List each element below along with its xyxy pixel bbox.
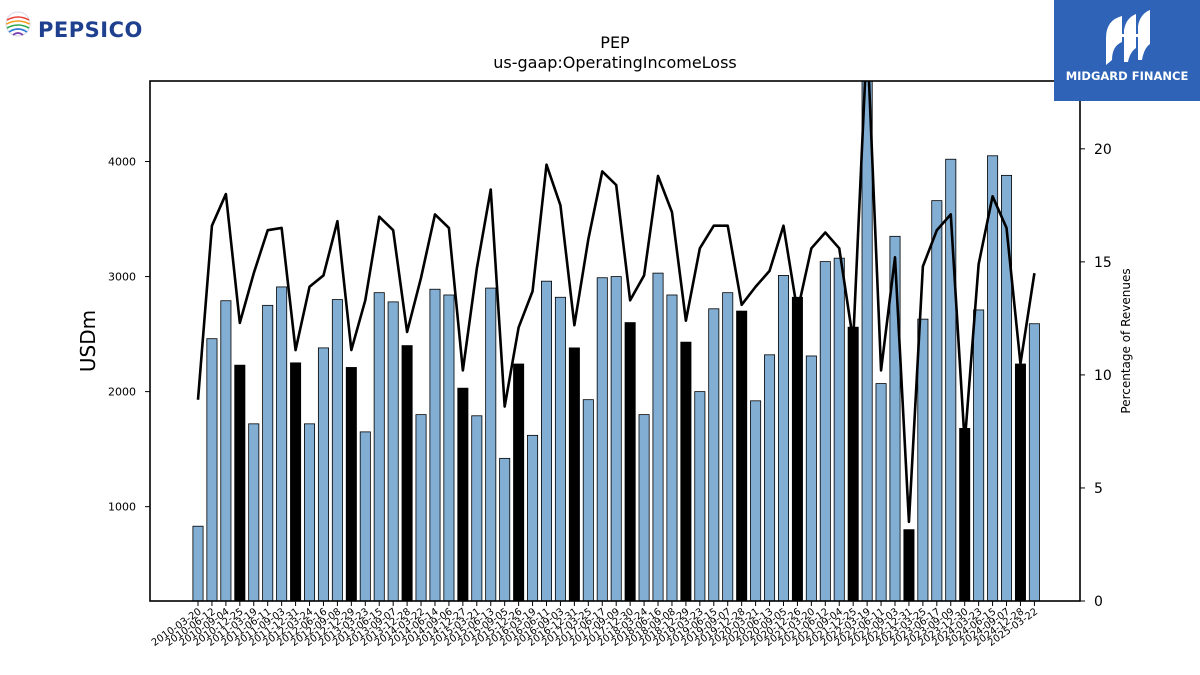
- bar-2013-06-15: [373, 292, 385, 601]
- bar-2016-06-11: [541, 280, 553, 601]
- bar-2019-03-23: [694, 391, 706, 601]
- bar-2019-09-07: [722, 292, 734, 601]
- bar-2010-06-12: [206, 338, 218, 601]
- bar-2021-12-25: [847, 326, 859, 601]
- midgard-emblem-icon: [1106, 10, 1150, 65]
- bar-2024-12-28: [1014, 363, 1026, 601]
- bar-2022-12-31: [903, 529, 915, 601]
- bar-2015-06-13: [485, 287, 497, 601]
- bar-2015-03-21: [471, 415, 483, 601]
- bar-2019-12-28: [736, 310, 748, 601]
- y2-tick-label-15: 15: [1094, 255, 1112, 271]
- bar-2017-09-09: [610, 276, 622, 601]
- bar-2014-06-14: [429, 288, 441, 601]
- pepsico-wordmark: PEPSICO: [38, 18, 143, 42]
- bar-2012-06-16: [317, 347, 329, 601]
- bar-2020-09-05: [777, 275, 789, 601]
- bar-2022-09-03: [889, 235, 901, 601]
- bar-2022-06-11: [875, 383, 887, 601]
- bar-2013-09-07: [387, 301, 399, 601]
- bar-2023-12-30: [959, 428, 971, 601]
- bar-2025-03-22: [1028, 323, 1040, 601]
- y2-tick-label-0: 0: [1094, 594, 1103, 610]
- bar-2024-06-15: [987, 155, 999, 601]
- y2-axis-label: Percentage of Revenues: [1119, 268, 1133, 413]
- bar-2018-06-16: [652, 272, 664, 601]
- bar-2017-03-25: [582, 399, 594, 601]
- y-tick-label-2000: 2000: [108, 386, 136, 399]
- bar-2012-12-29: [345, 367, 357, 601]
- line-percentage-of-revenues: [196, 81, 1036, 524]
- chart-subtitle: us-gaap:OperatingIncomeLoss: [493, 53, 737, 72]
- bar-2020-12-26: [791, 296, 803, 601]
- midgard-wordmark: MIDGARD FINANCE: [1065, 69, 1189, 83]
- bar-2010-12-25: [234, 364, 246, 601]
- pepsico-globe-icon: [5, 11, 31, 37]
- bar-2015-12-26: [513, 363, 525, 601]
- y2-tick-label-10: 10: [1094, 368, 1112, 384]
- bar-2011-12-31: [290, 362, 302, 601]
- bar-2021-03-20: [805, 355, 817, 601]
- bar-2021-09-04: [833, 257, 845, 601]
- bar-2012-03-24: [304, 423, 316, 601]
- line-series: [196, 81, 1036, 524]
- bar-2024-09-07: [1001, 174, 1013, 601]
- pepsico-logo: PEPSICO: [4, 6, 143, 42]
- y-tick-label-1000: 1000: [108, 501, 136, 514]
- bar-2011-06-11: [262, 304, 274, 601]
- y-axis-left: 1000 2000 3000 4000: [108, 156, 150, 514]
- bar-2018-03-24: [638, 414, 650, 601]
- bar-2017-12-30: [624, 322, 636, 601]
- bar-2016-03-19: [527, 434, 539, 601]
- bar-2010-09-04: [220, 300, 232, 601]
- bar-2013-03-23: [359, 431, 371, 601]
- bar-2014-12-27: [457, 387, 469, 601]
- y-tick-label-4000: 4000: [108, 156, 136, 169]
- midgard-finance-logo: MIDGARD FINANCE: [1054, 0, 1200, 101]
- y-tick-label-3000: 3000: [108, 271, 136, 284]
- bar-2020-06-13: [764, 354, 776, 601]
- bar-2020-03-21: [750, 400, 762, 601]
- x-axis: 2010-03-202010-06-122010-09-042010-12-25…: [150, 601, 1040, 649]
- bar-2019-06-15: [708, 308, 720, 601]
- y2-tick-label-20: 20: [1094, 142, 1112, 158]
- bar-2022-03-19: [861, 81, 873, 601]
- bar-2023-06-17: [931, 200, 943, 601]
- bar-2013-12-28: [401, 345, 413, 601]
- bar-2018-12-29: [680, 341, 692, 601]
- bar-2016-09-03: [554, 296, 566, 601]
- y2-tick-label-5: 5: [1094, 481, 1103, 497]
- bar-2021-06-12: [819, 261, 831, 601]
- bar-2014-03-22: [415, 414, 427, 601]
- bar-2018-09-08: [666, 294, 678, 601]
- y-axis-label: USDm: [76, 310, 100, 372]
- bar-2023-03-25: [917, 318, 929, 601]
- bar-2010-03-20: [192, 525, 204, 601]
- bar-2011-03-19: [248, 423, 260, 601]
- bar-2012-09-08: [331, 299, 343, 601]
- bar-2014-09-06: [443, 294, 455, 601]
- bar-2024-03-23: [973, 309, 985, 601]
- plot-frame: [149, 80, 1081, 602]
- bar-2016-12-31: [568, 347, 580, 601]
- bar-2011-09-03: [276, 286, 288, 601]
- bar-2017-06-17: [596, 277, 608, 601]
- bar-2015-09-05: [499, 457, 511, 601]
- bar-series: [192, 81, 1040, 601]
- y-axis-right: 0 5 10 15 20: [1080, 142, 1112, 610]
- chart-title: PEP: [600, 33, 630, 52]
